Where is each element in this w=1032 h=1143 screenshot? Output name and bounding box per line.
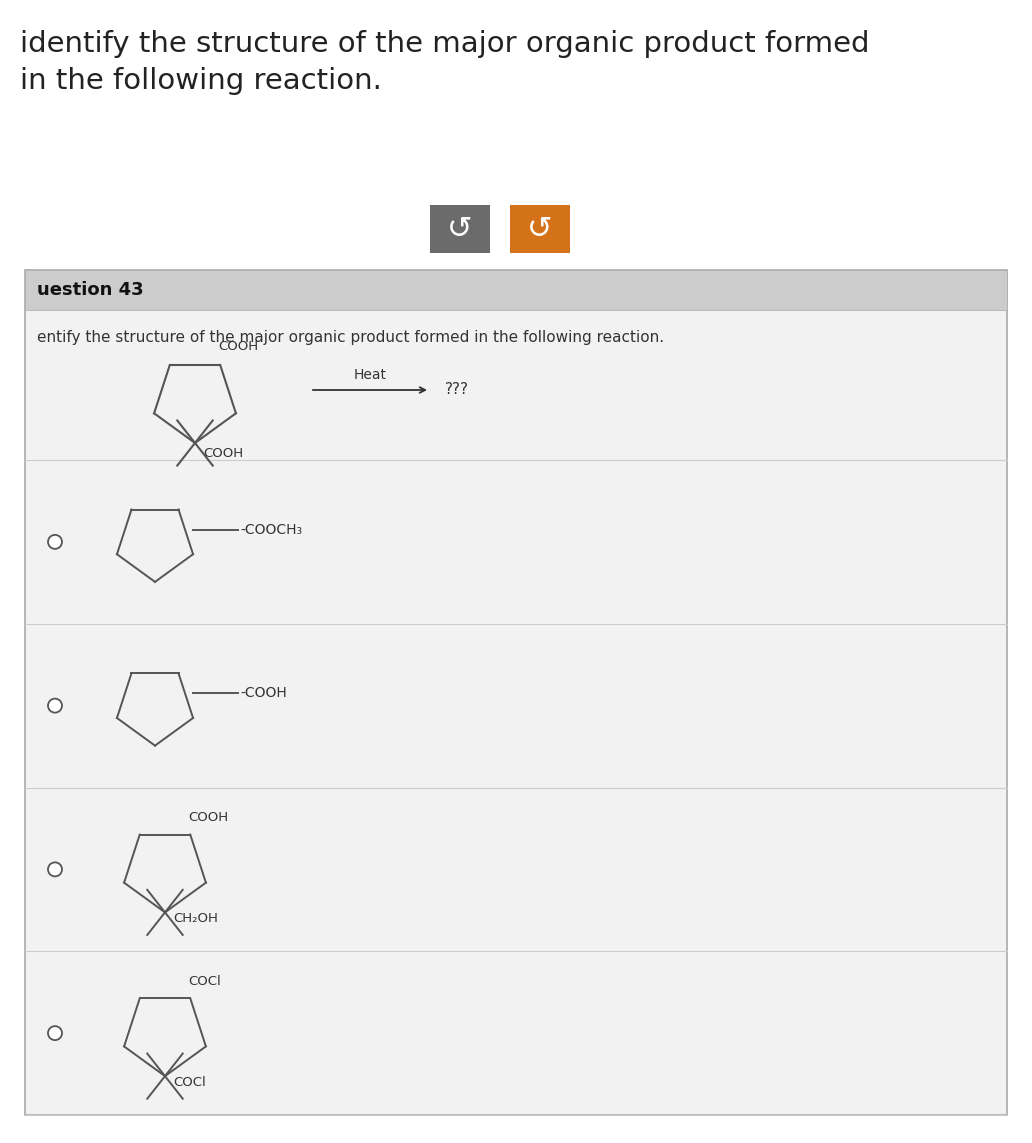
Circle shape [49, 1026, 62, 1040]
Text: COCl: COCl [173, 1076, 206, 1089]
Text: identify the structure of the major organic product formed
in the following reac: identify the structure of the major orga… [20, 30, 870, 95]
Text: Heat: Heat [354, 368, 387, 382]
Text: -COOH: -COOH [240, 686, 287, 701]
Circle shape [49, 862, 62, 877]
Text: ↺: ↺ [447, 215, 473, 243]
Text: entify the structure of the major organic product formed in the following reacti: entify the structure of the major organi… [37, 330, 665, 345]
Bar [25, 270, 1007, 310]
Text: CH₂OH: CH₂OH [173, 912, 219, 926]
Text: -COOCH₃: -COOCH₃ [240, 522, 302, 536]
Circle shape [49, 698, 62, 712]
Text: COOH: COOH [219, 339, 259, 353]
Text: COCl: COCl [189, 975, 222, 988]
Text: ↺: ↺ [527, 215, 553, 243]
Circle shape [49, 535, 62, 549]
Text: ???: ??? [445, 383, 469, 398]
Bar [25, 270, 1007, 1116]
Bar [510, 205, 570, 253]
Text: COOH: COOH [203, 447, 244, 461]
Text: uestion 43: uestion 43 [37, 281, 143, 299]
Text: COOH: COOH [189, 812, 229, 824]
Bar [430, 205, 490, 253]
